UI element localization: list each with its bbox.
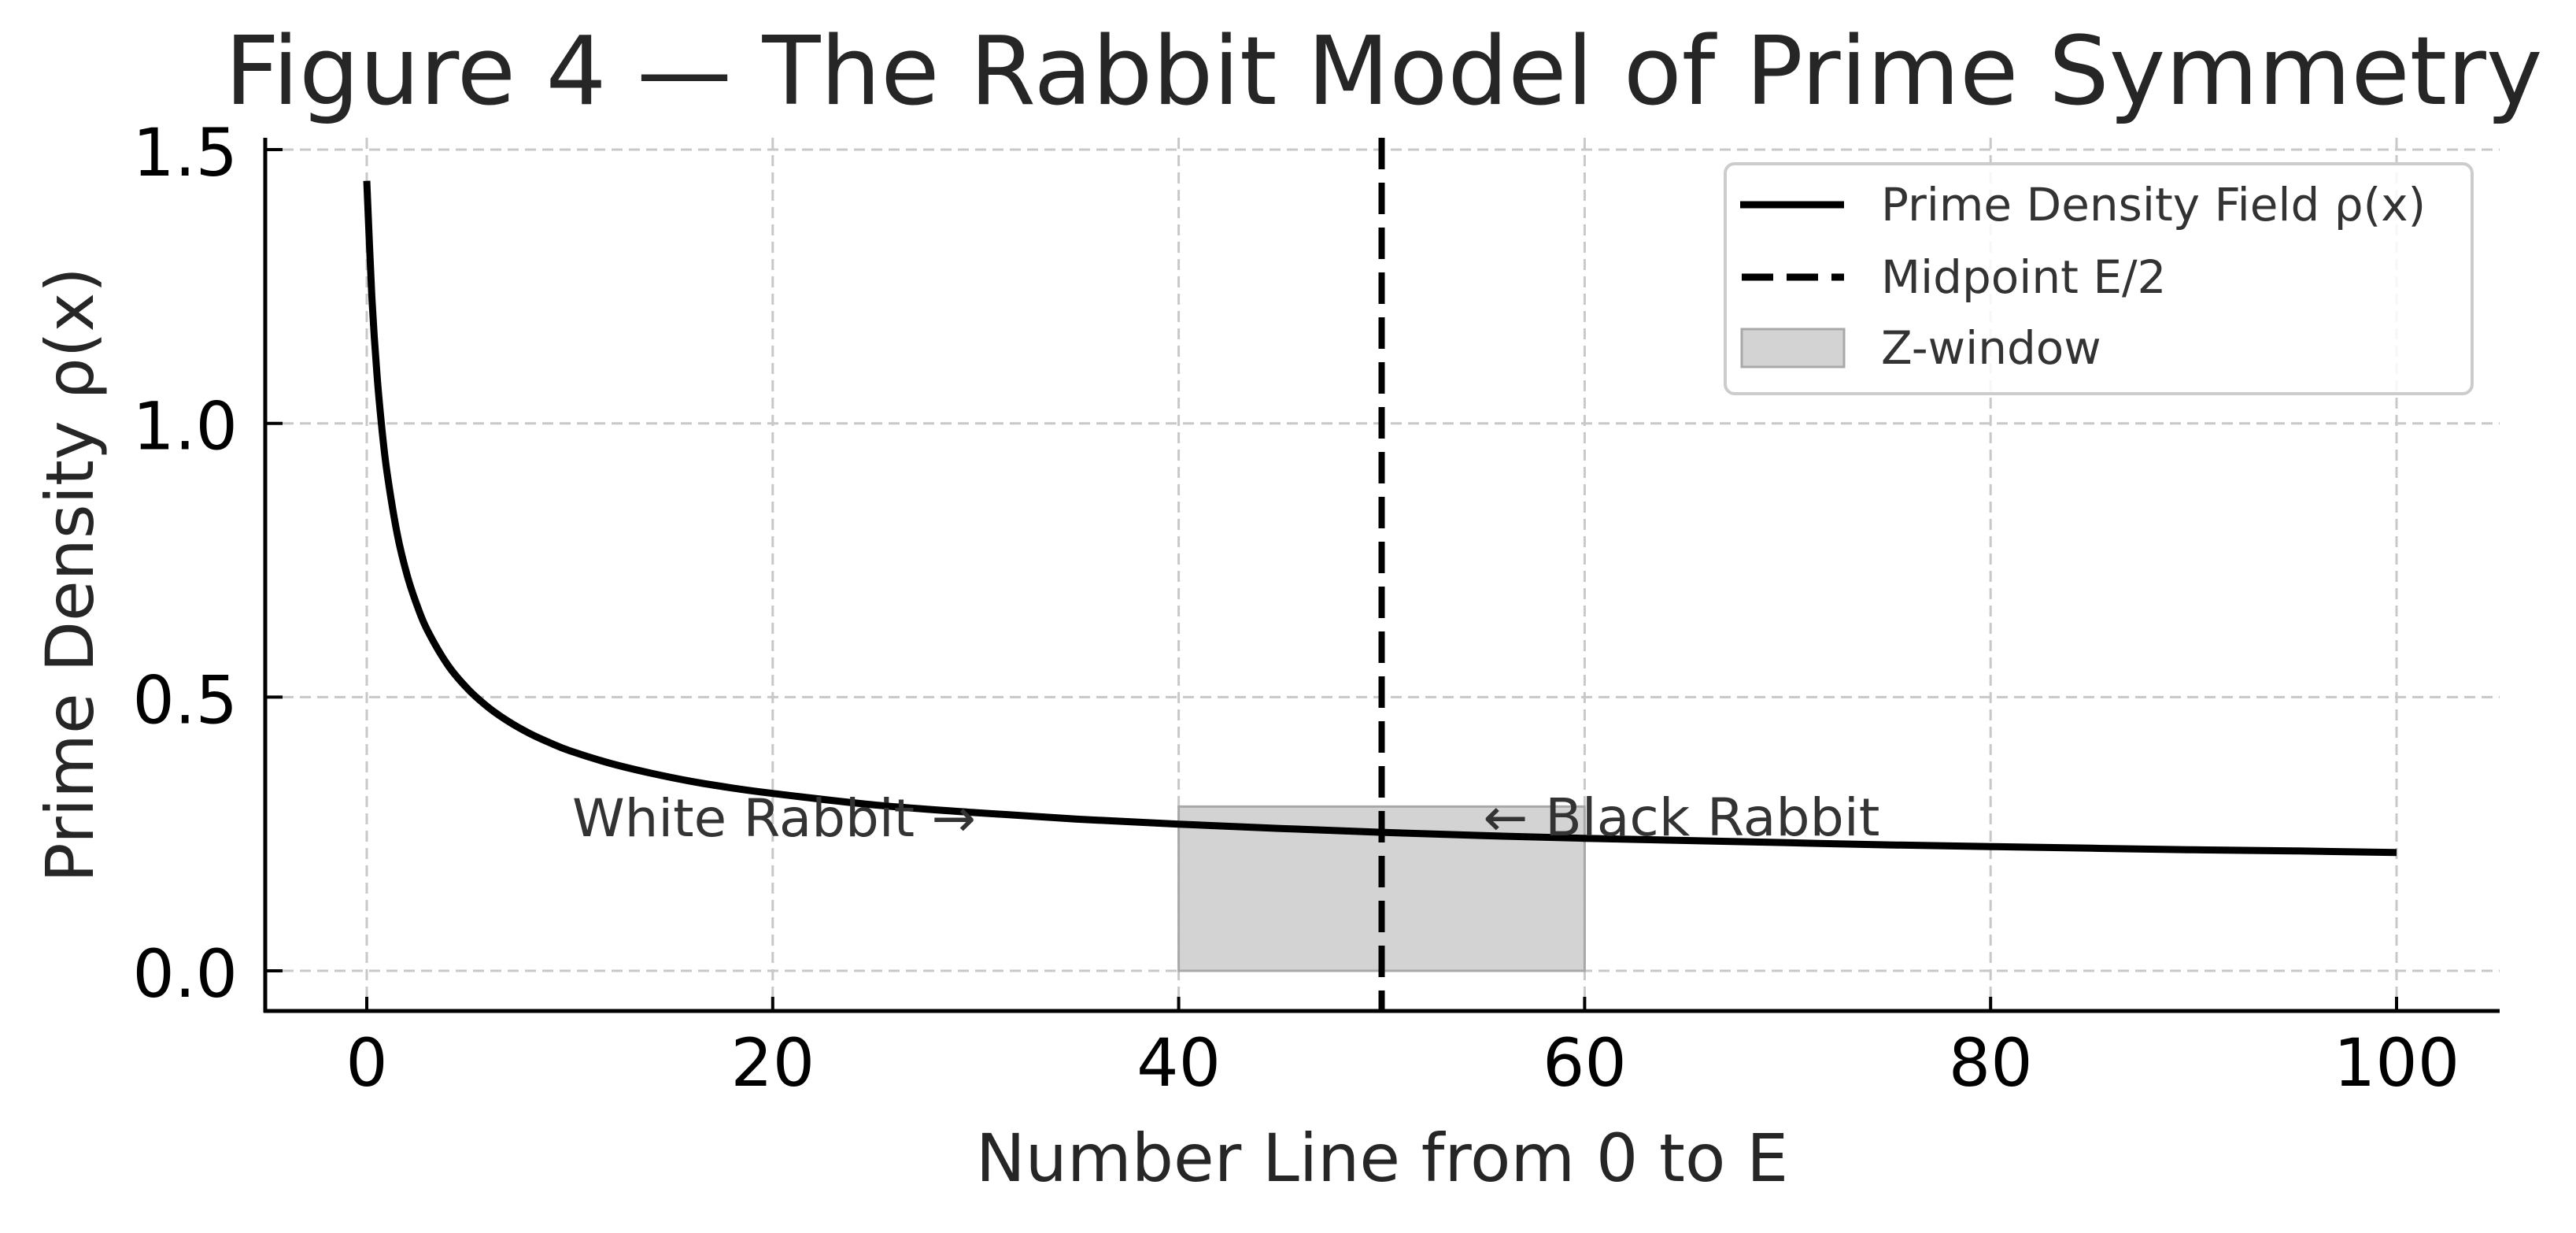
y-tick-label: 1.5 (132, 114, 238, 191)
y-tick-labels: 0.0 0.5 1.0 1.5 (132, 114, 238, 1013)
x-tick-label: 60 (1543, 1024, 1627, 1102)
y-tick-label: 1.0 (132, 388, 238, 465)
legend-item-prime-density: Prime Density Field ρ(x) (1881, 178, 2426, 231)
x-tick-label: 100 (2334, 1024, 2460, 1102)
y-axis-ticks (265, 148, 283, 972)
legend-item-midpoint: Midpoint E/2 (1881, 250, 2166, 304)
y-tick-label: 0.5 (132, 661, 238, 739)
x-tick-label: 80 (1949, 1024, 2033, 1102)
legend: Prime Density Field ρ(x) Midpoint E/2 Z-… (1724, 162, 2474, 395)
x-tick-label: 40 (1136, 1024, 1221, 1102)
x-tick-labels: 0 20 40 60 80 100 (346, 1024, 2460, 1102)
x-tick-label: 0 (346, 1024, 387, 1102)
y-axis-label: Prime Density ρ(x) (31, 267, 109, 883)
x-axis-label: Number Line from 0 to E (976, 1120, 1788, 1197)
y-tick-label: 0.0 (132, 935, 238, 1013)
white-rabbit-annotation: White Rabbit → (572, 788, 976, 849)
black-rabbit-annotation: ← Black Rabbit (1483, 787, 1879, 848)
chart-title: Figure 4 — The Rabbit Model of Prime Sym… (225, 17, 2543, 127)
legend-box (1724, 162, 2474, 395)
x-tick-label: 20 (730, 1024, 815, 1102)
filled-patch-icon (1740, 328, 1846, 368)
x-axis-ticks (365, 997, 2398, 1011)
legend-item-z-window: Z-window (1881, 321, 2101, 375)
prime-density-curve (363, 180, 2397, 857)
